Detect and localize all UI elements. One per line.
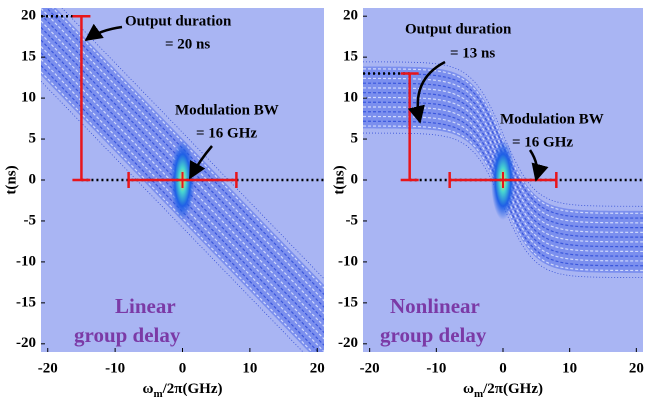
band-stripe [41,20,324,314]
x-axis-label: ωm/2π(GHz) [463,381,543,399]
annotation: = 16 GHz [512,134,573,150]
x-tick-label: 20 [310,360,325,376]
annotation: Modulation BW [500,111,604,127]
y-tick-label: -15 [16,294,36,310]
y-tick-label: 10 [21,90,36,106]
band-stripe [41,52,324,346]
band-stripe [41,71,313,352]
band-stripe [41,8,324,302]
annotation: = 13 ns [450,45,495,61]
annotation: = 20 ns [165,36,210,52]
y-tick-label: -15 [338,294,358,310]
x-tick-label: 10 [242,360,257,376]
spectrogram-image [363,61,643,278]
band-edge [41,80,304,352]
x-tick-label: 0 [499,360,507,376]
band-stripe [41,65,320,352]
y-axis-label: t(ns) [3,165,19,194]
y-tick-label: -5 [24,212,37,228]
pointer-arrow [188,145,213,180]
y-tick-label: 5 [29,130,37,146]
y-tick-label: 20 [343,8,358,24]
x-axis-label-part: /2π(GHz) [482,381,543,397]
band-stripe [41,14,324,308]
band-stripe [52,8,324,289]
band-edge [363,61,643,207]
x-axis-label-part: ω [142,381,153,397]
pointer-arrow [84,23,123,42]
y-tick-label: -10 [338,253,358,269]
band-stripe [45,8,324,295]
annotation: Output duration [405,21,512,37]
y-tick-label: 5 [351,130,359,146]
x-tick-label: -20 [360,360,380,376]
x-tick-label: -20 [38,360,58,376]
y-tick-label: 15 [343,49,358,65]
band-stripe [41,33,324,327]
panel: 20 15 10 5 0 -5 -10 -15 -20-20 -10 0 10 20 t(ns) ωm/2π… [331,8,643,400]
y-tick-label: 15 [21,49,36,65]
x-axis-label-part: /2π(GHz) [162,381,223,397]
annotation: Output duration [125,13,232,29]
x-tick-label: 20 [629,360,644,376]
pointer-arrow [528,149,549,182]
panel-label: Linear [115,294,176,318]
x-axis-label-part: m [153,388,162,400]
band-stripe [41,58,324,352]
x-axis-label-part: ω [463,381,474,397]
panel-label: Nonlinear [390,294,480,318]
band-stripe [41,27,324,321]
y-tick-label: -20 [338,335,358,351]
band-edge [61,8,324,280]
x-tick-label: -10 [426,360,446,376]
pointer-arrow [407,60,446,124]
y-tick-label: 10 [343,90,358,106]
annotation: Modulation BW [175,102,279,118]
x-axis-label-part: m [474,388,483,400]
y-tick-label: 20 [21,8,36,24]
x-tick-label: 10 [562,360,577,376]
x-tick-label: -10 [105,360,125,376]
band-stripe [41,46,324,340]
x-axis-label: ωm/2π(GHz) [142,381,222,399]
y-tick-label: -5 [346,212,359,228]
band-stripe [41,39,324,333]
y-tick-label: -10 [16,253,36,269]
y-tick-label: 0 [351,171,359,187]
annotation: = 16 GHz [196,125,257,141]
band-edge [363,132,643,278]
x-tick-label: 0 [179,360,187,376]
y-tick-label: 0 [29,171,37,187]
panel-label: group delay [74,323,181,347]
panel: 20 15 10 5 0 -5 -10 -15 -20-20 -10 0 10 20 t(ns) ωm/2π… [3,8,325,400]
panel-label: group delay [380,323,487,347]
y-axis-label: t(ns) [331,165,347,194]
y-tick-label: -20 [16,335,36,351]
